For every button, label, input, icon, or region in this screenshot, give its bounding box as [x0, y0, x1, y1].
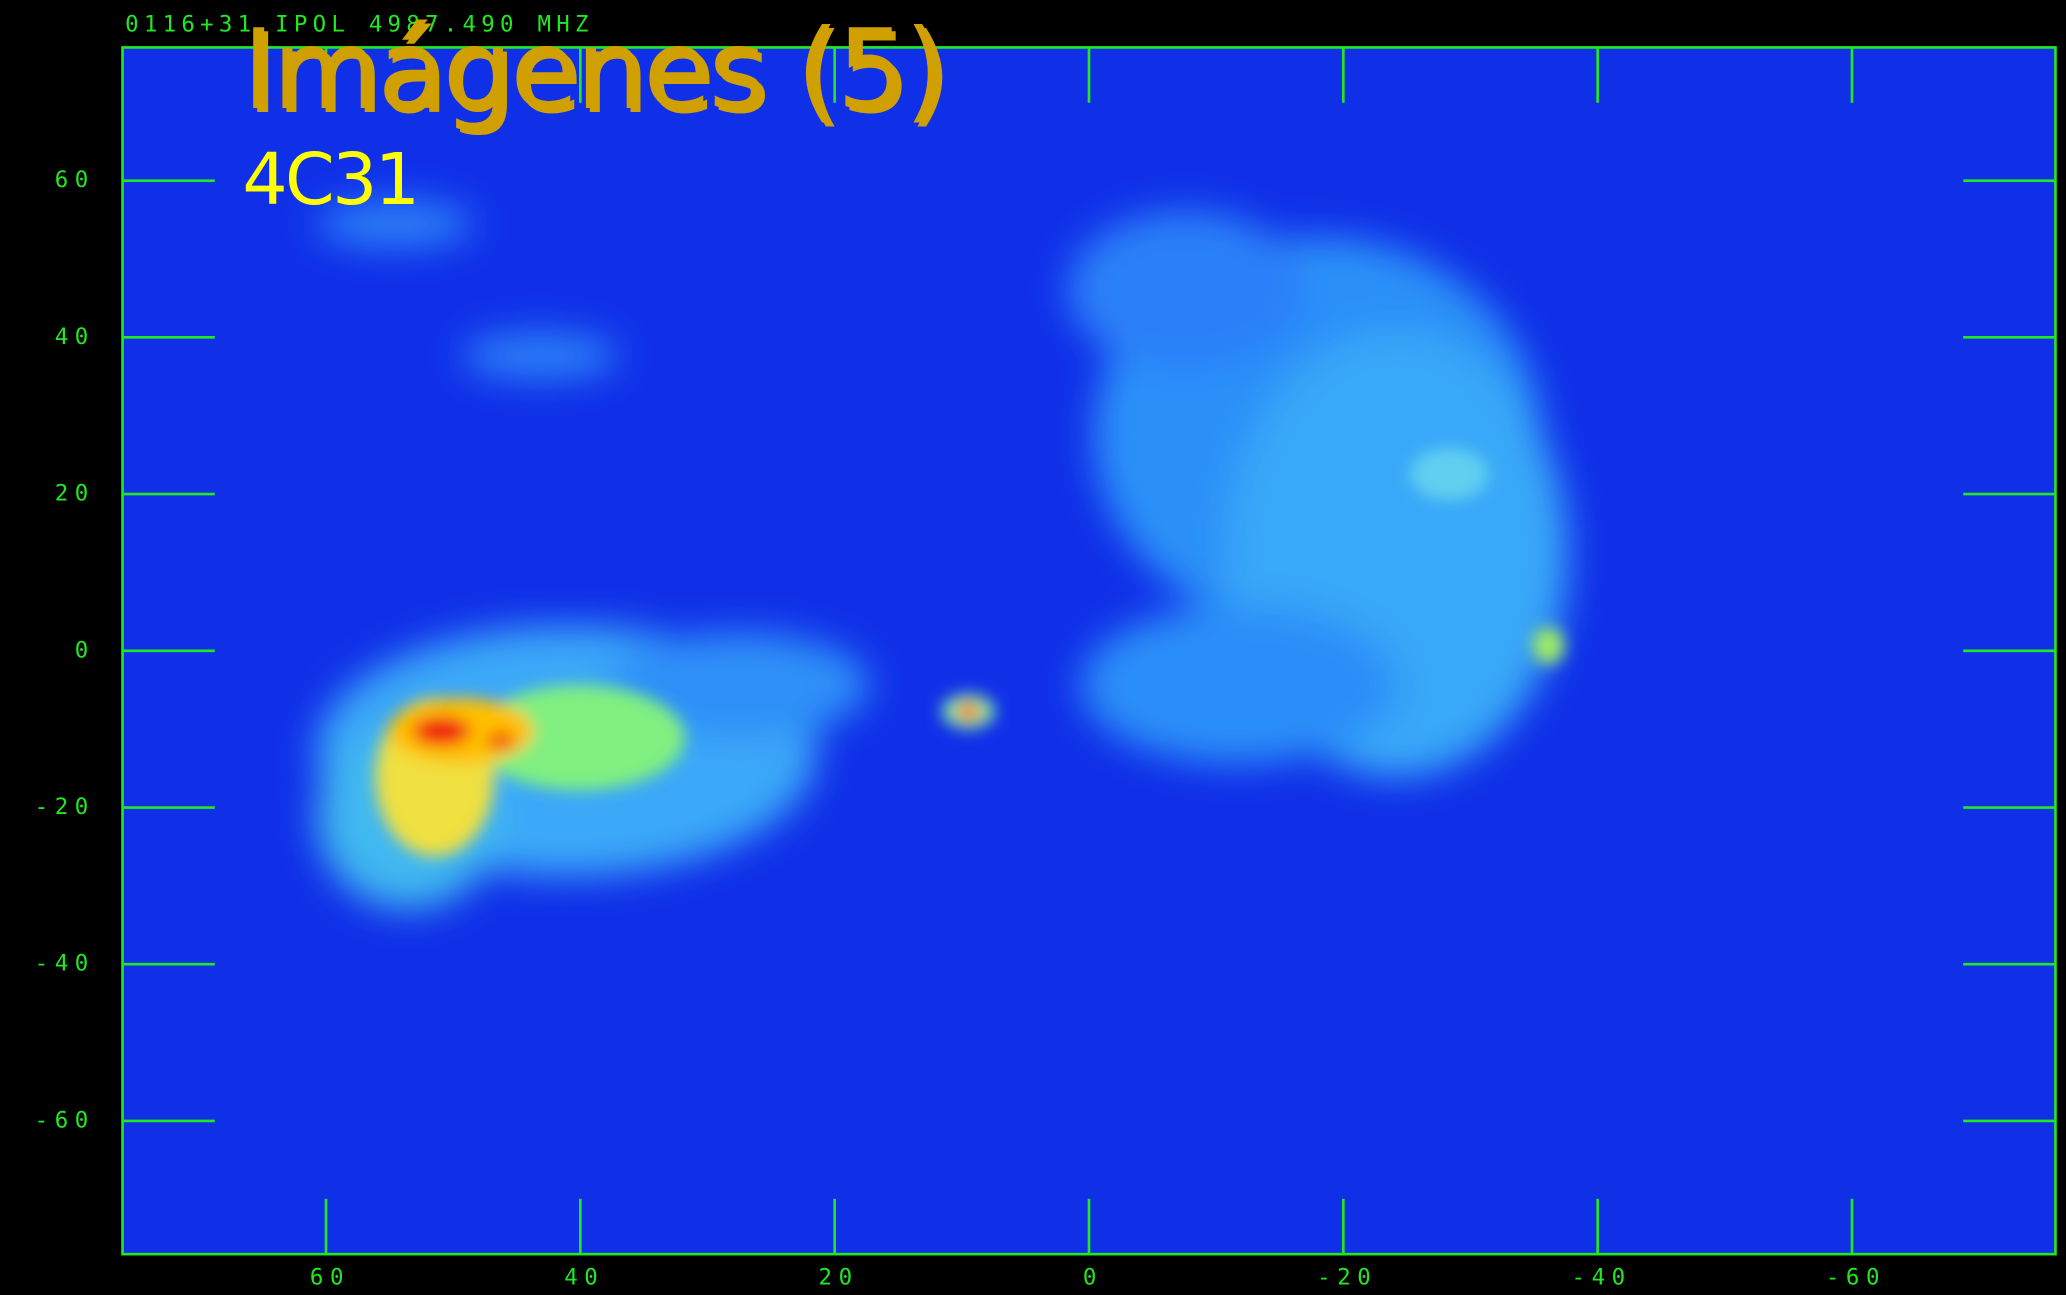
y-tick-label: 40	[55, 324, 95, 350]
x-tick-label: -40	[1572, 1264, 1632, 1290]
x-tick-label: -20	[1317, 1264, 1377, 1290]
y-tick-label: -20	[35, 794, 95, 820]
slide: 6040200-20-40-606040200-20-40-60 0116+31…	[0, 0, 2066, 1295]
y-tick-label: 0	[75, 637, 95, 663]
x-tick-label: 0	[1083, 1264, 1103, 1290]
y-tick-label: -60	[35, 1107, 95, 1133]
y-tick-label: -40	[35, 951, 95, 977]
slide-subtitle: 4C31	[242, 138, 417, 221]
page: 6040200-20-40-606040200-20-40-60 0116+31…	[0, 0, 2066, 1295]
y-tick-label: 20	[55, 481, 95, 507]
x-tick-label: -60	[1826, 1264, 1886, 1290]
x-tick-label: 60	[310, 1264, 350, 1290]
y-tick-label: 60	[55, 167, 95, 193]
x-tick-label: 40	[564, 1264, 604, 1290]
x-tick-label: 20	[819, 1264, 859, 1290]
slide-title: Imágenes (5)	[242, 6, 945, 135]
